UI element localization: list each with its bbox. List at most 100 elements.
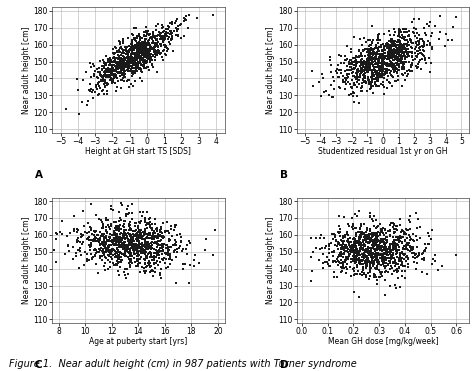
Point: [112, 60, 119, 66]
Point: [360, 58, 367, 64]
Point: [140, 33, 148, 39]
Point: [139, 243, 146, 249]
Point: [126, 249, 133, 255]
Point: [149, 230, 156, 236]
Point: [381, 56, 389, 62]
Point: [164, 229, 172, 234]
Point: [141, 44, 148, 50]
Point: [341, 247, 348, 253]
Point: [403, 253, 411, 259]
Point: [112, 73, 119, 79]
Point: [132, 45, 139, 50]
Point: [112, 59, 119, 65]
Point: [51, 247, 58, 253]
Point: [359, 240, 367, 246]
Point: [381, 50, 389, 56]
Point: [363, 261, 371, 267]
Point: [131, 228, 138, 234]
Point: [390, 53, 398, 59]
Point: [452, 252, 460, 258]
Point: [173, 242, 180, 248]
Point: [164, 249, 172, 255]
Point: [385, 53, 392, 59]
Point: [137, 250, 145, 256]
Point: [100, 73, 108, 79]
Point: [100, 243, 108, 249]
Point: [85, 237, 92, 243]
Point: [377, 60, 385, 66]
Point: [386, 63, 394, 69]
Point: [135, 227, 143, 233]
Point: [148, 34, 156, 40]
Point: [407, 39, 415, 45]
Point: [150, 49, 158, 55]
Point: [162, 265, 169, 271]
Point: [166, 230, 173, 236]
Point: [121, 69, 128, 75]
Point: [153, 225, 161, 231]
Point: [396, 47, 404, 53]
Point: [370, 240, 378, 246]
Point: [136, 252, 143, 257]
Point: [152, 254, 160, 260]
Point: [364, 47, 372, 53]
Point: [149, 273, 156, 279]
Point: [121, 230, 129, 236]
Point: [392, 285, 400, 291]
Point: [391, 66, 399, 72]
Point: [374, 261, 382, 267]
Point: [151, 46, 158, 52]
Point: [397, 255, 404, 261]
Point: [112, 253, 120, 259]
Point: [135, 240, 143, 246]
Point: [357, 230, 365, 236]
Point: [375, 60, 383, 66]
Point: [371, 238, 379, 244]
Point: [378, 228, 385, 234]
Point: [403, 240, 411, 246]
Point: [348, 246, 356, 252]
Point: [369, 237, 377, 243]
Point: [132, 54, 140, 60]
Point: [374, 40, 382, 46]
Point: [386, 247, 394, 253]
Point: [138, 43, 146, 49]
Point: [381, 47, 389, 53]
Point: [408, 50, 416, 56]
Point: [390, 62, 398, 68]
Point: [137, 49, 145, 55]
Point: [365, 66, 373, 72]
Point: [118, 85, 125, 91]
Point: [378, 243, 385, 249]
Point: [94, 270, 102, 276]
Point: [364, 244, 372, 250]
Point: [329, 253, 337, 259]
Point: [416, 235, 424, 241]
Point: [399, 240, 406, 246]
Point: [386, 233, 394, 239]
Point: [172, 222, 179, 228]
Point: [110, 62, 118, 68]
Point: [412, 266, 419, 272]
Point: [133, 234, 141, 240]
Point: [134, 249, 141, 255]
Point: [164, 23, 172, 29]
Point: [427, 60, 435, 66]
Point: [139, 243, 147, 249]
Point: [146, 46, 154, 52]
Point: [184, 25, 191, 31]
Point: [373, 239, 381, 245]
Point: [337, 226, 344, 232]
Point: [128, 32, 136, 37]
Point: [354, 238, 362, 244]
Point: [381, 292, 389, 298]
Point: [137, 232, 144, 237]
Point: [319, 251, 327, 257]
Point: [86, 247, 93, 253]
Point: [110, 230, 118, 236]
Point: [101, 68, 109, 74]
Point: [140, 256, 148, 262]
Point: [402, 243, 410, 249]
Point: [114, 260, 121, 266]
Point: [104, 222, 112, 228]
